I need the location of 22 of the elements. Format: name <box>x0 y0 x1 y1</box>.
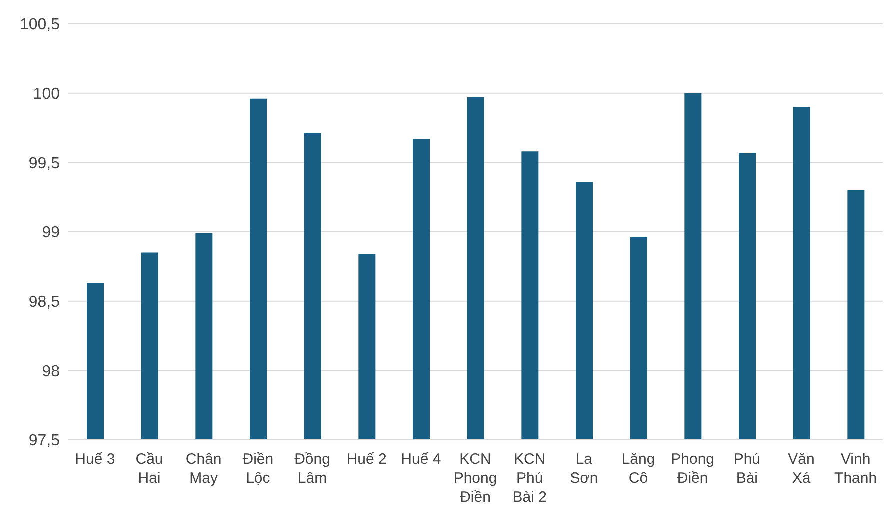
y-tick-label: 98,5 <box>28 294 60 312</box>
x-tick-label: Chân May <box>186 451 222 487</box>
y-tick-label: 100 <box>33 86 60 104</box>
x-tick-label: KCN Phú Bài 2 <box>512 451 547 506</box>
x-tick-label: Vinh Thanh <box>834 451 878 487</box>
y-tick-label: 97,5 <box>28 432 60 450</box>
x-tick-label: Huế 2 <box>346 451 387 468</box>
x-tick-label: Cầu Hai <box>136 451 164 487</box>
y-tick-label: 100,5 <box>20 16 60 34</box>
x-tick-label: La Sơn <box>570 451 598 487</box>
x-tick-label: Điền Lộc <box>242 451 274 487</box>
y-tick-label: 99 <box>42 224 60 242</box>
y-tick-label: 98 <box>42 363 60 380</box>
x-tick-label: Văn Xá <box>788 451 815 487</box>
x-tick-label: Đồng Lâm <box>294 451 330 487</box>
x-tick-label: Huế 3 <box>75 451 116 468</box>
x-tick-label: Phong Điền <box>671 451 715 487</box>
x-tick-label: Lăng Cô <box>622 451 656 487</box>
x-tick-label: Phú Bài <box>734 451 761 487</box>
x-tick-label: Huế 4 <box>401 451 442 468</box>
y-tick-label: 99,5 <box>28 155 60 172</box>
x-tick-label: KCN Phong Điền <box>454 451 498 506</box>
